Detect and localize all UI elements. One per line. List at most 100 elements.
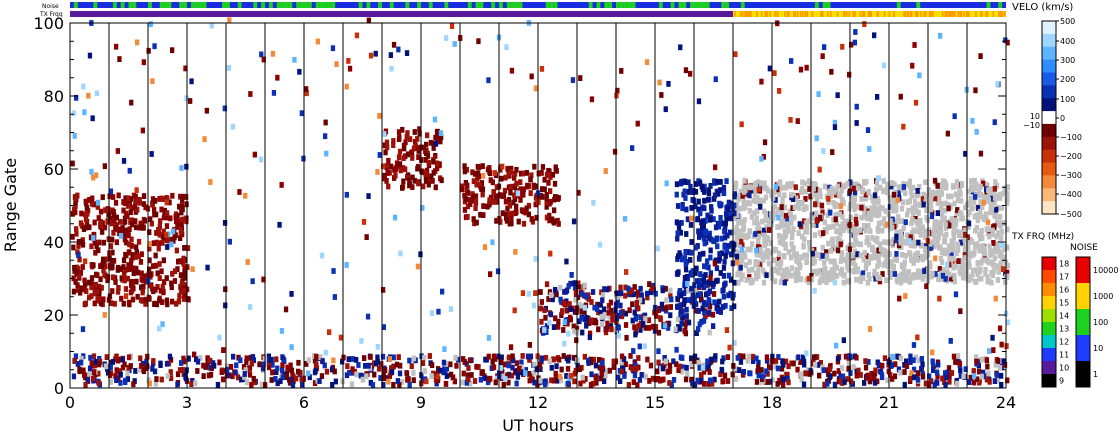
echo-cell <box>712 192 718 199</box>
echo-cell <box>104 354 109 360</box>
noise-strip-cell <box>510 2 515 8</box>
txfreq-strip-mark <box>915 11 917 17</box>
echo-cell <box>508 183 513 190</box>
noise-strip-cell <box>479 2 484 8</box>
echo-cell <box>724 249 729 256</box>
velocity-colorbar: 5004003002001000−100−200−300−400−50010−1… <box>1023 17 1082 219</box>
echo-cell <box>503 174 508 181</box>
echo-cell <box>633 315 638 322</box>
echo-cell <box>553 373 558 380</box>
echo-cell <box>715 308 721 314</box>
echo-cell <box>110 288 115 294</box>
echo-cell <box>972 185 978 192</box>
echo-cell <box>909 220 914 227</box>
echo-cell <box>660 365 666 372</box>
echo-cell <box>920 196 925 203</box>
echo-cell <box>799 186 805 192</box>
echo-cell <box>603 329 609 336</box>
txfreq-strip-mark <box>893 11 895 17</box>
echo-cell <box>478 376 483 383</box>
x-tick-label: 15 <box>645 393 665 412</box>
noise-strip-cell <box>467 2 472 8</box>
echo-cell <box>800 179 805 186</box>
echo-cell <box>76 243 81 249</box>
echo-cell <box>421 183 426 190</box>
echo-cell <box>824 276 829 283</box>
echo-cell <box>901 181 906 187</box>
echo-cell <box>544 195 549 202</box>
echo-cell <box>538 289 543 295</box>
echo-cell <box>509 215 514 222</box>
echo-cell <box>573 296 578 303</box>
echo-cell <box>125 376 130 382</box>
echo-cell <box>596 309 601 316</box>
echo-cell <box>177 367 183 373</box>
echo-cell <box>967 379 972 385</box>
echo-cell <box>876 198 881 205</box>
echo-cell <box>922 268 927 274</box>
echo-cell <box>984 211 989 218</box>
echo-cell <box>707 329 712 336</box>
echo-speck <box>569 272 574 278</box>
echo-cell <box>347 369 352 376</box>
noise-strip-cell <box>491 2 496 8</box>
echo-cell <box>509 165 514 172</box>
echo-cell <box>1003 279 1008 285</box>
echo-speck <box>361 219 367 225</box>
echo-cell <box>929 196 934 203</box>
echo-cell <box>762 234 768 240</box>
echo-cell <box>423 157 428 163</box>
echo-cell <box>793 184 798 191</box>
echo-cell <box>527 377 532 384</box>
echo-cell <box>785 371 790 378</box>
echo-speck <box>279 328 285 334</box>
echo-cell <box>885 239 890 246</box>
echo-cell <box>830 272 835 279</box>
echo-cell <box>859 214 864 221</box>
echo-cell <box>423 174 429 180</box>
txfreq-strip-mark <box>797 11 799 17</box>
echo-speck <box>417 130 422 137</box>
echo-cell <box>473 170 478 177</box>
echo-cell <box>78 270 83 276</box>
echo-cell <box>910 216 915 223</box>
echo-cell <box>697 251 703 258</box>
echo-cell <box>623 292 628 299</box>
echo-cell <box>949 252 954 259</box>
echo-cell <box>98 208 104 215</box>
echo-cell <box>762 238 767 245</box>
echo-cell <box>758 261 763 268</box>
echo-cell <box>160 283 165 290</box>
echo-cell <box>631 379 636 385</box>
echo-cell <box>556 221 561 227</box>
echo-cell <box>918 231 923 238</box>
echo-cell <box>107 215 113 222</box>
echo-cell <box>520 353 525 359</box>
echo-cell <box>959 270 964 276</box>
echo-cell <box>902 381 907 388</box>
echo-cell <box>990 227 995 234</box>
echo-cell <box>128 262 133 269</box>
echo-cell <box>89 360 94 367</box>
echo-cell <box>999 229 1005 235</box>
echo-cell <box>79 355 84 362</box>
echo-cell <box>851 242 856 248</box>
echo-cell <box>782 222 787 228</box>
echo-cell <box>250 354 256 360</box>
echo-cell <box>837 211 842 218</box>
echo-cell <box>219 369 224 375</box>
echo-cell <box>147 245 152 252</box>
echo-cell <box>896 184 902 190</box>
echo-cell <box>350 366 355 373</box>
velocity-colorbar-segment <box>1042 149 1056 164</box>
echo-cell <box>983 266 988 273</box>
echo-speck <box>582 304 587 311</box>
echo-cell <box>805 223 810 230</box>
echo-cell <box>686 179 691 186</box>
echo-cell <box>726 243 731 249</box>
echo-cell <box>899 251 905 258</box>
echo-cell <box>645 290 650 297</box>
echo-cell <box>161 228 166 235</box>
echo-cell <box>142 217 148 224</box>
echo-cell <box>820 271 825 278</box>
